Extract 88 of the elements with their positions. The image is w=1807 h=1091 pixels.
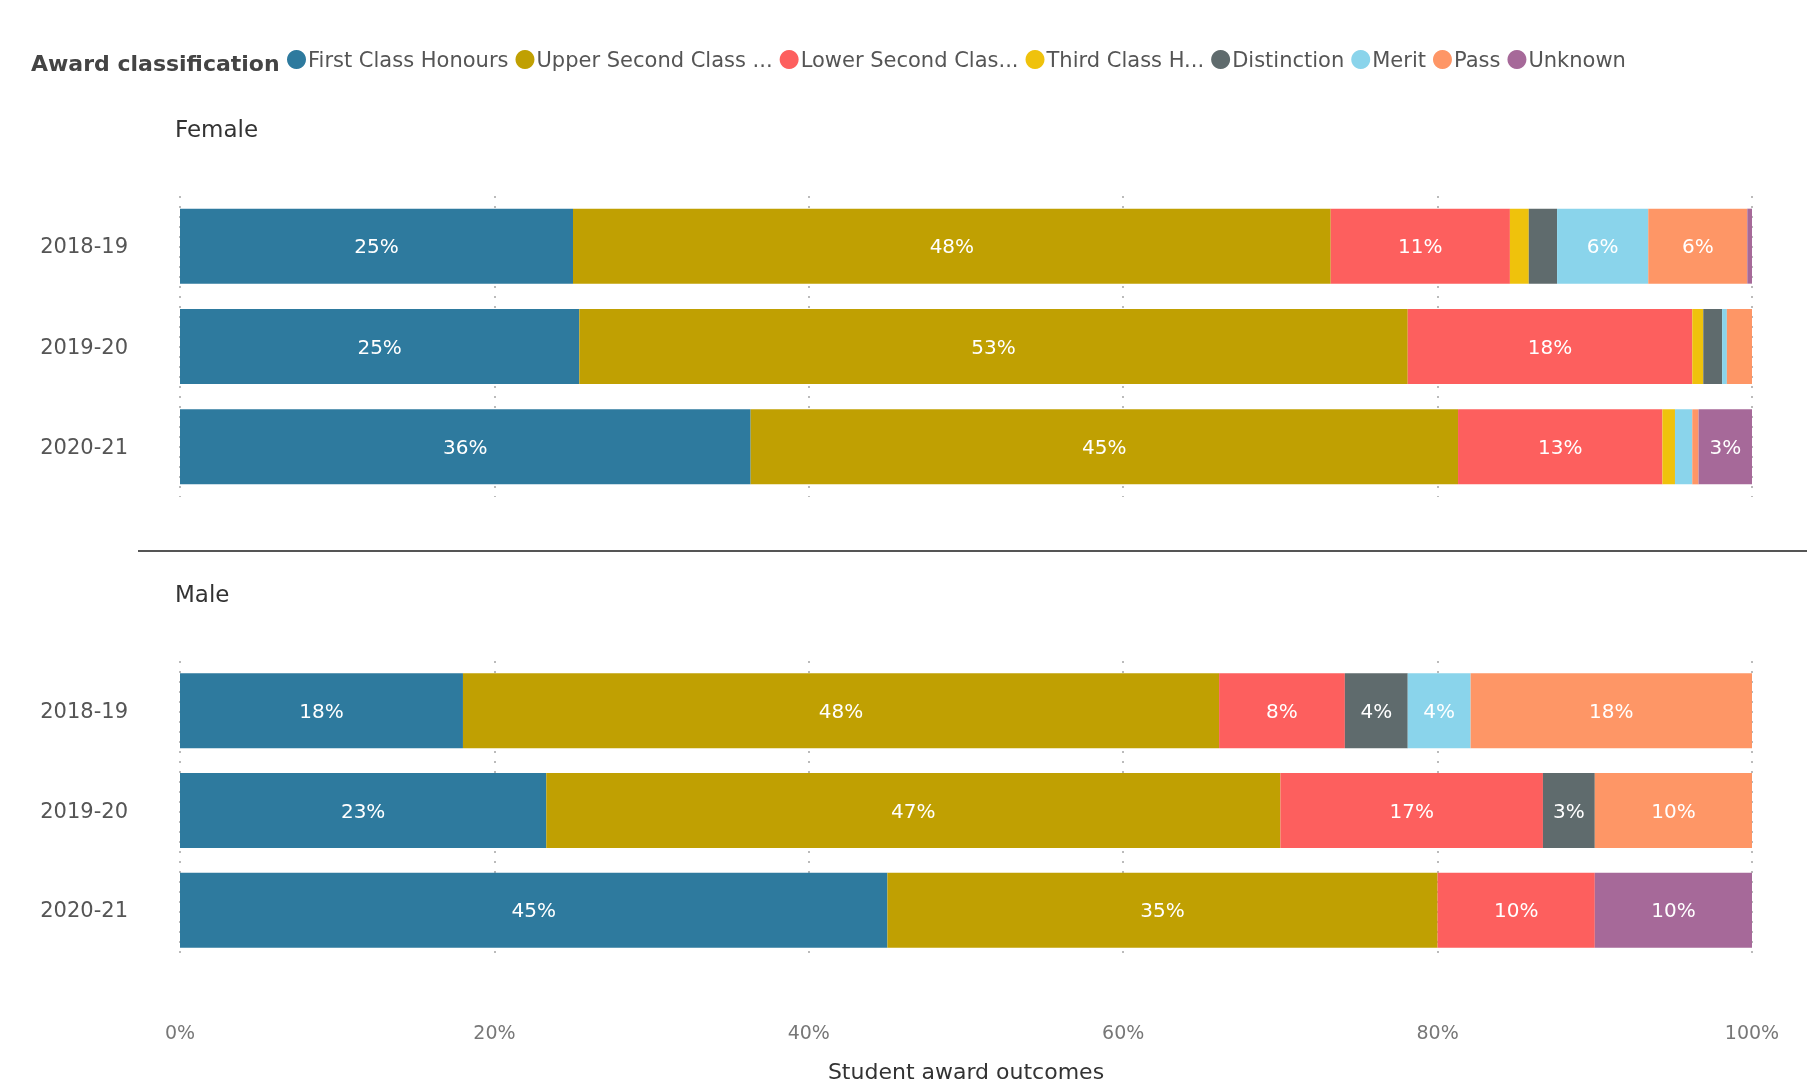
bar [750, 409, 1459, 485]
bar [180, 673, 463, 749]
bar [1437, 872, 1595, 948]
legend-label: Distinction [1232, 47, 1345, 72]
data-label: 4% [1423, 698, 1456, 723]
x-tick-label: 80% [1416, 1020, 1459, 1043]
legend-label: Merit [1372, 47, 1426, 72]
bar [1594, 872, 1752, 948]
data-label: 10% [1651, 898, 1696, 923]
bar [1674, 409, 1693, 485]
x-tick-label: 60% [1102, 1020, 1145, 1043]
data-label: 18% [299, 698, 344, 723]
y-tick-label: 2018-19 [40, 234, 128, 259]
bar [1692, 409, 1699, 485]
bar [887, 872, 1438, 948]
x-tick-label: 0% [164, 1020, 196, 1043]
x-tick-label: 40% [787, 1020, 830, 1043]
data-label: 6% [1681, 234, 1714, 259]
data-label: 13% [1537, 434, 1583, 459]
legend-title: Award classification [31, 50, 280, 76]
bar [462, 673, 1220, 749]
data-label: 25% [354, 234, 399, 259]
data-label: 8% [1266, 698, 1298, 723]
legend-label: Upper Second Class ... [536, 47, 773, 72]
data-label: 4% [1360, 698, 1393, 723]
bar [1344, 673, 1408, 749]
legend-label: Lower Second Clas... [800, 47, 1019, 72]
y-tick-label: 2020-21 [40, 898, 128, 923]
chart-title: Male [175, 580, 230, 607]
bar [1726, 309, 1752, 384]
data-label: 6% [1586, 234, 1619, 259]
bar [1698, 409, 1752, 485]
bar [180, 872, 888, 948]
bar [1747, 208, 1752, 284]
bar [180, 309, 580, 384]
bar [579, 309, 1408, 384]
data-label: 10% [1651, 798, 1696, 823]
bar [1407, 309, 1693, 384]
data-label: 45% [511, 898, 556, 923]
data-label: 47% [891, 798, 936, 823]
bar [573, 208, 1331, 284]
bar [1280, 773, 1543, 848]
data-label: 23% [340, 798, 386, 823]
bar [1458, 409, 1663, 485]
data-label: 36% [443, 434, 488, 459]
bar [1407, 673, 1471, 749]
data-label: 10% [1493, 898, 1539, 923]
bar [1330, 208, 1510, 284]
bar [546, 773, 1281, 848]
bar [180, 208, 573, 284]
y-tick-label: 2018-19 [40, 698, 128, 723]
data-label: 48% [818, 698, 864, 723]
data-label: 25% [357, 334, 402, 359]
bar [1662, 409, 1675, 485]
data-label: 48% [929, 234, 975, 259]
bar [1594, 773, 1752, 848]
x-tick-label: 20% [473, 1020, 516, 1043]
bar [180, 773, 547, 848]
bar [1542, 773, 1595, 848]
bar [1648, 208, 1748, 284]
bar [180, 409, 751, 485]
bar [1703, 309, 1723, 384]
bar [1557, 208, 1649, 284]
data-label: 3% [1552, 798, 1585, 823]
x-axis-title: Student award outcomes [827, 1058, 1105, 1084]
legend-label: Pass [1453, 47, 1501, 72]
data-label: 18% [1527, 334, 1573, 359]
bar [1692, 309, 1704, 384]
y-tick-label: 2020-21 [40, 434, 128, 459]
data-label: 18% [1589, 698, 1634, 723]
data-label: 45% [1082, 434, 1127, 459]
bar [1528, 208, 1558, 284]
bar [1722, 309, 1727, 384]
bar [1509, 208, 1529, 284]
chart-title: Female [175, 115, 259, 142]
x-tick-label: 100% [1724, 1020, 1780, 1043]
legend-label: Unknown [1528, 47, 1626, 72]
data-label: 35% [1140, 898, 1185, 923]
data-label: 3% [1709, 434, 1742, 459]
data-label: 17% [1389, 798, 1434, 823]
y-tick-label: 2019-20 [40, 334, 128, 359]
data-label: 11% [1398, 234, 1443, 259]
legend-label: Third Class H... [1045, 47, 1205, 72]
bar [1219, 673, 1345, 749]
data-label: 53% [971, 334, 1016, 359]
legend-label: First Class Honours [308, 47, 509, 72]
y-tick-label: 2019-20 [40, 798, 128, 823]
bar [1470, 673, 1752, 749]
